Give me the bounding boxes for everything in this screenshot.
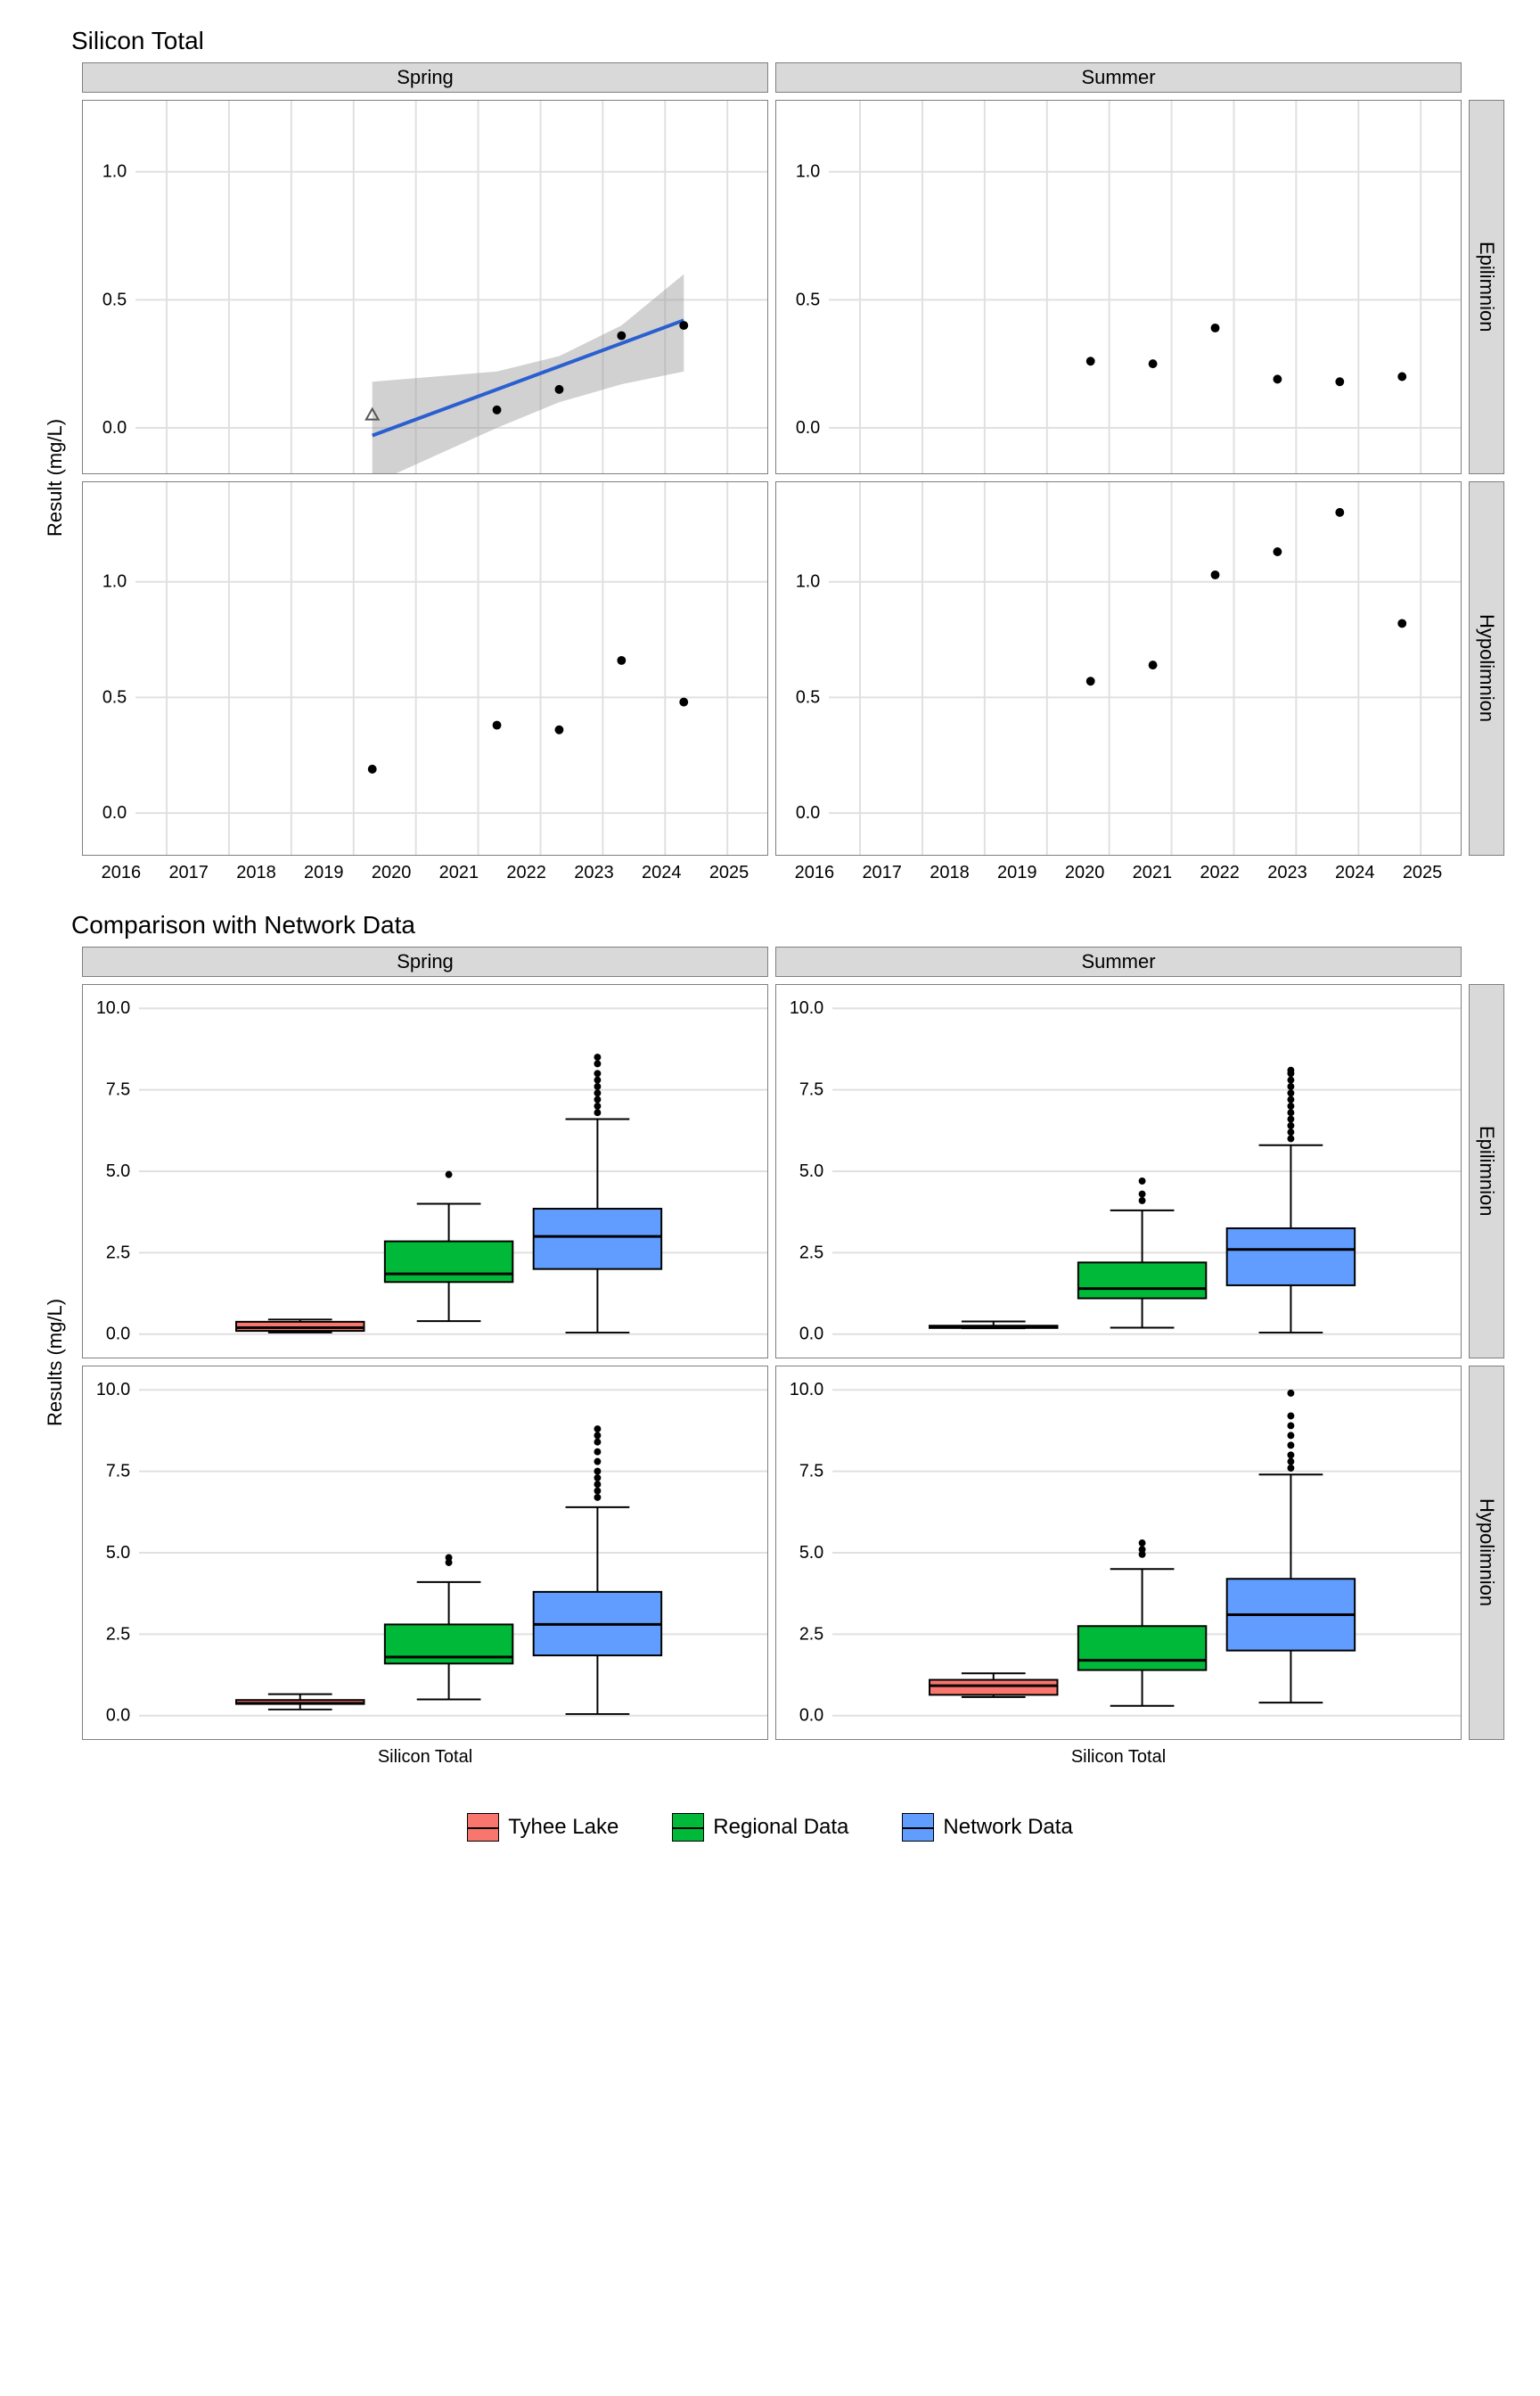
svg-text:10.0: 10.0 — [790, 1380, 823, 1399]
svg-text:10.0: 10.0 — [790, 998, 823, 1018]
scatter-xticks-left: 2016201720182019202020212022202320242025 — [82, 863, 768, 893]
legend-regional: Regional Data — [672, 1813, 848, 1842]
legend-key-network — [902, 1813, 934, 1842]
svg-text:10.0: 10.0 — [96, 1380, 130, 1399]
svg-text:5.0: 5.0 — [799, 1543, 823, 1563]
scatter-title: Silicon Total — [71, 27, 1504, 55]
strip-summer: Summer — [775, 62, 1462, 93]
box-panel-summer-hypolimnion: 0.0 2.5 5.0 7.5 10.0 — [775, 1366, 1462, 1740]
svg-text:1.0: 1.0 — [796, 572, 820, 592]
box-panel-spring-epilimnion: 0.0 2.5 5.0 7.5 10.0 — [82, 984, 768, 1358]
box-xlabel-right: Silicon Total — [775, 1747, 1462, 1777]
svg-text:0.0: 0.0 — [102, 803, 127, 823]
legend-key-regional — [672, 1813, 704, 1842]
svg-text:5.0: 5.0 — [106, 1161, 130, 1181]
strip-hypolimnion: Hypolimnion — [1469, 481, 1504, 856]
svg-text:2.5: 2.5 — [106, 1624, 130, 1644]
legend-key-tyhee — [467, 1813, 499, 1842]
panel-summer-epilimnion: 0.0 0.5 1.0 — [775, 100, 1462, 474]
svg-text:7.5: 7.5 — [106, 1461, 130, 1481]
svg-text:0.5: 0.5 — [796, 687, 820, 707]
svg-text:0.0: 0.0 — [799, 1325, 823, 1344]
svg-text:5.0: 5.0 — [106, 1543, 130, 1563]
svg-text:0.0: 0.0 — [799, 1706, 823, 1726]
panel-summer-hypolimnion: 0.0 0.5 1.0 — [775, 481, 1462, 856]
legend: Tyhee Lake Regional Data Network Data — [36, 1813, 1504, 1842]
strip-spring: Spring — [82, 62, 768, 93]
strip-epilimnion: Epilimnion — [1469, 100, 1504, 474]
svg-text:0.0: 0.0 — [106, 1706, 130, 1726]
svg-text:5.0: 5.0 — [799, 1161, 823, 1181]
svg-text:7.5: 7.5 — [106, 1079, 130, 1099]
scatter-y-label: Result (mg/L) — [36, 100, 75, 856]
legend-network: Network Data — [902, 1813, 1072, 1842]
box-strip-summer: Summer — [775, 947, 1462, 977]
legend-tyhee: Tyhee Lake — [467, 1813, 618, 1842]
box-strip-hypolimnion: Hypolimnion — [1469, 1366, 1504, 1740]
box-xlabel-left: Silicon Total — [82, 1747, 768, 1777]
svg-text:0.5: 0.5 — [102, 687, 127, 707]
svg-text:0.0: 0.0 — [796, 418, 820, 438]
svg-text:7.5: 7.5 — [799, 1461, 823, 1481]
box-panel-spring-hypolimnion: 0.0 2.5 5.0 7.5 10.0 — [82, 1366, 768, 1740]
svg-text:1.0: 1.0 — [796, 162, 820, 182]
scatter-facet-grid: Spring Summer Result (mg/L) 0.0 0.5 1.0 0.… — [36, 62, 1504, 893]
box-strip-epilimnion: Epilimnion — [1469, 984, 1504, 1358]
box-panel-summer-epilimnion: 0.0 2.5 5.0 7.5 10.0 — [775, 984, 1462, 1358]
svg-text:10.0: 10.0 — [96, 998, 130, 1018]
panel-spring-epilimnion: 0.0 0.5 1.0 — [82, 100, 768, 474]
box-facet-grid: Spring Summer Results (mg/L) 0.0 2.5 5.0 7.… — [36, 947, 1504, 1777]
svg-text:0.0: 0.0 — [102, 418, 127, 438]
svg-text:0.5: 0.5 — [796, 290, 820, 309]
scatter-xticks-right: 2016201720182019202020212022202320242025 — [775, 863, 1462, 893]
box-y-label: Results (mg/L) — [36, 984, 75, 1740]
svg-text:2.5: 2.5 — [106, 1243, 130, 1262]
svg-text:0.0: 0.0 — [796, 803, 820, 823]
svg-text:0.5: 0.5 — [102, 290, 127, 309]
svg-text:7.5: 7.5 — [799, 1079, 823, 1099]
panel-spring-hypolimnion: 0.0 0.5 1.0 — [82, 481, 768, 856]
svg-text:2.5: 2.5 — [799, 1624, 823, 1644]
svg-text:0.0: 0.0 — [106, 1325, 130, 1344]
box-title: Comparison with Network Data — [71, 911, 1504, 940]
box-strip-spring: Spring — [82, 947, 768, 977]
svg-text:2.5: 2.5 — [799, 1243, 823, 1262]
svg-text:1.0: 1.0 — [102, 572, 127, 592]
svg-text:1.0: 1.0 — [102, 162, 127, 182]
